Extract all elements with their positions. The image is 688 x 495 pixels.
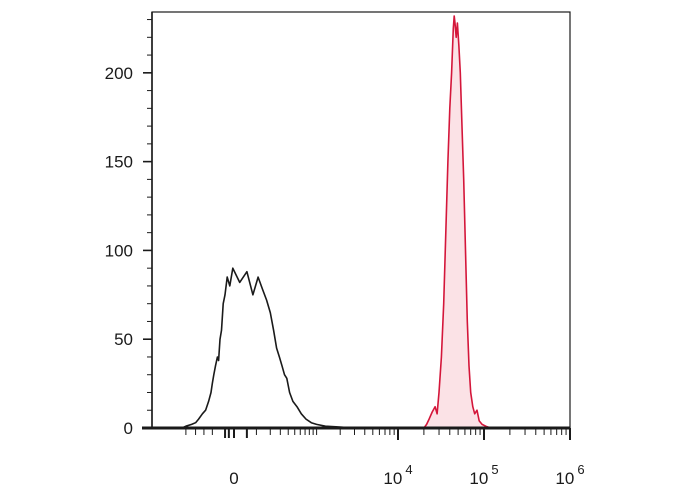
y-tick-label: 0 bbox=[124, 419, 133, 438]
y-axis: 0 50 100 150 200 bbox=[105, 19, 152, 438]
x-axis: 0 10 4 10 5 10 6 bbox=[185, 428, 585, 488]
series-1-line bbox=[423, 15, 492, 429]
x-tick-label: 0 bbox=[229, 469, 238, 488]
x-tick-label: 10 4 bbox=[383, 462, 412, 488]
series-layer bbox=[181, 15, 492, 429]
y-tick-label: 50 bbox=[114, 330, 133, 349]
y-tick-label: 100 bbox=[105, 241, 133, 260]
series-1-area bbox=[423, 16, 491, 428]
x-tick-label: 10 5 bbox=[469, 462, 498, 488]
y-tick-label: 150 bbox=[105, 153, 133, 172]
x-tick-label: 10 6 bbox=[555, 462, 584, 488]
series-0-line bbox=[181, 267, 390, 429]
plot-frame bbox=[151, 11, 571, 429]
y-tick-label: 200 bbox=[105, 64, 133, 83]
frame-layer bbox=[142, 11, 571, 430]
